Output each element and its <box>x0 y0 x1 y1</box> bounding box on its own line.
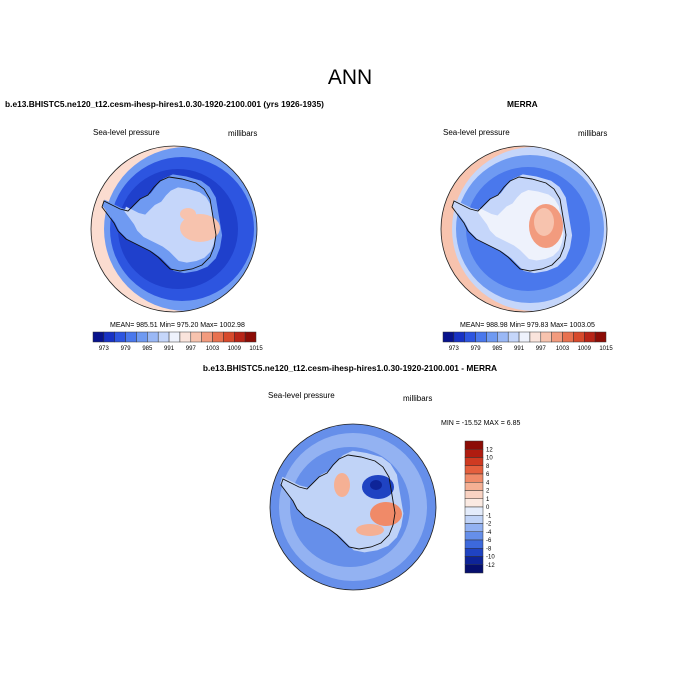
panel1-contours <box>91 146 257 312</box>
panel3-colorbar-tick-label: -6 <box>486 538 492 544</box>
panel1-units-label: millibars <box>228 129 258 138</box>
panel3-colorbar-swatch <box>464 564 484 574</box>
panel3-colorbar-swatch <box>464 548 484 557</box>
panel1-colorbar-tick-label: 985 <box>142 346 153 352</box>
panel3-colorbar-tick-label: 8 <box>486 464 490 470</box>
panel1-colorbar-tick-label: 1009 <box>228 346 242 352</box>
panel1-high-997 <box>180 214 220 242</box>
panel2-colorbar-tick-label: 991 <box>514 346 525 352</box>
panel1-continent-991 <box>124 187 216 263</box>
panel2-high-1009 <box>534 208 554 236</box>
panel3-high-west <box>334 473 350 497</box>
panel3-colorbar-tick-label: 4 <box>486 480 490 486</box>
panel3-colorbar-swatch <box>464 498 484 508</box>
panel1-map-border <box>90 145 258 313</box>
panel3-colorbar-swatch <box>464 449 484 458</box>
panel3-low-minus12 <box>370 480 382 490</box>
panel3-colorbar-tick-label: 6 <box>486 472 490 478</box>
panel1-high-1003 <box>180 208 196 220</box>
panel3-case-title: b.e13.BHISTC5.ne120_t12.cesm-ihesp-hires… <box>202 363 498 373</box>
panel1-colorbar-tick-label: 979 <box>121 346 132 352</box>
panel3-colorbar-tick-label: -1 <box>486 513 492 519</box>
panel1-coastline <box>101 176 217 272</box>
panel3-stats: MIN = -15.52 MAX = 6.85 <box>441 420 521 427</box>
panel3-colorbar-swatch <box>464 482 484 491</box>
panel1-colorbar-tick-label: 973 <box>99 346 110 352</box>
panel2-colorbar-tick-label: 985 <box>492 346 503 352</box>
panel3-colorbar-tick-label: -12 <box>486 563 495 569</box>
panel3-contours <box>270 424 436 590</box>
panel2-case-title: MERRA <box>507 99 538 109</box>
panel3-colorbar-tick-label: -10 <box>486 555 495 561</box>
panel3-colorbar-swatch <box>464 473 484 483</box>
panel3-colorbar-tick-label: 10 <box>486 456 493 462</box>
panel3-colorbar-swatch <box>464 440 484 450</box>
panel2-colorbar-tick-label: 1003 <box>556 346 570 352</box>
panel3-colorbar-swatch <box>464 506 484 516</box>
panel3-coastline <box>280 454 396 550</box>
panel2-colorbar-tick-label: 973 <box>449 346 460 352</box>
panel1-colorbar-tick-label: 1003 <box>206 346 220 352</box>
panel3-colorbar-swatch <box>464 556 484 565</box>
panel3-colorbar-tick-label: 12 <box>486 447 493 453</box>
panel3-colorbar-tick-label: 0 <box>486 505 490 511</box>
panel3-colorbar-swatch <box>464 539 484 549</box>
panel2-colorbar-tick-label: 1009 <box>578 346 592 352</box>
panel3-colorbar-swatch <box>464 523 484 532</box>
panel2-colorbar-tick-label: 997 <box>536 346 547 352</box>
panel2-units-label: millibars <box>578 129 608 138</box>
panel2-colorbar-tick-label: 979 <box>471 346 482 352</box>
panel1-colorbar-swatch <box>244 331 257 343</box>
panel3-colorbar-tick-label: 2 <box>486 489 490 495</box>
panel3-colorbar-swatch <box>464 531 484 541</box>
panel1-colorbar-tick-label: 997 <box>186 346 197 352</box>
panel1-case-title: b.e13.BHISTC5.ne120_t12.cesm-ihesp-hires… <box>5 99 324 109</box>
panel1-colorbar-tick-label: 991 <box>164 346 175 352</box>
panel2-colorbar-swatch <box>594 331 607 343</box>
panel3-units-label: millibars <box>403 394 433 403</box>
panel1-variable-label: Sea-level pressure <box>93 128 160 137</box>
panel3-colorbar-swatch <box>464 515 484 524</box>
panel2-colorbar-tick-label: 1015 <box>599 346 613 352</box>
panel2-contours <box>441 146 607 312</box>
panel3-colorbar-tick-label: -2 <box>486 522 492 528</box>
panel1-stats: MEAN= 985.51 Min= 975.20 Max= 1002.98 <box>110 322 245 329</box>
panel3-colorbar-tick-label: 1 <box>486 497 490 503</box>
panel3-colorbar-swatch <box>464 457 484 466</box>
figure-title: ANN <box>327 66 373 89</box>
panel3-colorbar-swatch <box>464 490 484 499</box>
panel1-colorbar-tick-label: 1015 <box>249 346 263 352</box>
panel2-stats: MEAN= 988.98 Min= 979.83 Max= 1003.05 <box>460 322 595 329</box>
panel2-coastline <box>451 176 567 272</box>
panel3-colorbar-swatch <box>464 465 484 475</box>
panel3-colorbar-tick-label: -8 <box>486 546 492 552</box>
panel3-variable-label: Sea-level pressure <box>268 391 335 400</box>
panel3-high-south <box>356 524 384 536</box>
panel2-map-border <box>440 145 608 313</box>
panel2-variable-label: Sea-level pressure <box>443 128 510 137</box>
panel3-colorbar-tick-label: -4 <box>486 530 492 536</box>
panel3-map-border <box>269 423 437 591</box>
